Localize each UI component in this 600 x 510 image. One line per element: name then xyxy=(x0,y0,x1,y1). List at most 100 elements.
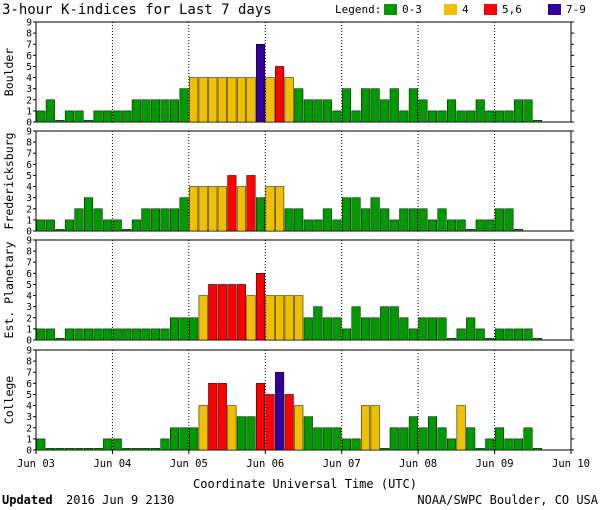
bar xyxy=(141,328,151,341)
y-tick-label: 7 xyxy=(26,40,32,51)
bar xyxy=(322,427,332,451)
bar xyxy=(217,383,227,451)
bar xyxy=(399,208,409,232)
bar xyxy=(131,448,141,451)
bar xyxy=(246,295,256,341)
bar xyxy=(217,186,227,232)
bar xyxy=(45,99,55,123)
bar xyxy=(427,219,438,232)
y-tick-label: 0 xyxy=(26,446,32,457)
bar xyxy=(208,77,218,123)
bar xyxy=(466,427,476,451)
bar xyxy=(236,284,246,341)
bar xyxy=(447,338,457,341)
y-tick-label: 5 xyxy=(26,62,32,73)
bar xyxy=(494,328,504,341)
bar xyxy=(255,197,266,232)
bar xyxy=(265,186,275,232)
bar xyxy=(227,284,237,341)
bar xyxy=(466,110,476,123)
bar xyxy=(131,99,141,123)
y-tick-label: 0 xyxy=(26,118,32,129)
bar xyxy=(485,438,495,451)
bar xyxy=(380,99,390,123)
bar xyxy=(179,197,189,232)
bars-fredericksburg xyxy=(36,175,523,232)
bar xyxy=(255,273,266,341)
bar xyxy=(55,338,65,341)
bar xyxy=(131,328,141,341)
bar xyxy=(494,427,504,451)
bar xyxy=(427,317,438,341)
bar xyxy=(456,110,466,123)
bar xyxy=(36,110,46,123)
bar xyxy=(64,219,74,232)
bar xyxy=(208,383,218,451)
bar xyxy=(170,317,180,341)
y-tick-label: 8 xyxy=(26,138,32,149)
bar xyxy=(112,328,122,341)
bar xyxy=(36,438,46,451)
bar xyxy=(84,328,94,341)
bar xyxy=(131,219,141,232)
bar xyxy=(64,448,74,451)
bar xyxy=(332,317,342,341)
legend: Legend: 0-3 4 5,6 7-9 xyxy=(335,3,586,16)
bar xyxy=(466,229,476,232)
bar xyxy=(141,208,151,232)
y-tick-label: 8 xyxy=(26,29,32,40)
bar xyxy=(437,317,447,341)
bar xyxy=(313,219,323,232)
bar xyxy=(93,448,103,451)
y-tick-label: 3 xyxy=(26,412,32,423)
bar xyxy=(523,427,533,451)
y-tick-label: 0 xyxy=(26,336,32,347)
bar xyxy=(74,208,84,232)
bar xyxy=(160,438,170,451)
y-tick-label: 4 xyxy=(26,401,32,412)
bar xyxy=(74,110,84,123)
bar xyxy=(275,295,285,341)
y-tick-label: 1 xyxy=(26,324,32,335)
bar xyxy=(447,438,457,451)
x-tick-label: Jun 03 xyxy=(17,458,55,470)
bar xyxy=(332,427,342,451)
bar xyxy=(150,208,160,232)
panel-label: Fredericksburg xyxy=(2,133,16,230)
bar xyxy=(437,208,447,232)
chart-title: 3-hour K-indices for Last 7 days xyxy=(2,2,272,18)
y-tick-label: 9 xyxy=(26,18,32,29)
bar xyxy=(361,208,371,232)
bar xyxy=(198,295,208,341)
bar xyxy=(198,77,208,123)
bar xyxy=(170,99,180,123)
legend-swatch-2 xyxy=(484,4,497,15)
bar xyxy=(45,219,55,232)
bar xyxy=(170,427,180,451)
bar xyxy=(284,295,294,341)
y-tick-label: 9 xyxy=(26,346,32,357)
x-tick-label: Jun 07 xyxy=(323,458,361,470)
bar xyxy=(179,427,189,451)
bar xyxy=(255,43,266,123)
bar xyxy=(141,448,151,451)
bar xyxy=(236,416,246,451)
bar xyxy=(217,284,227,341)
bar xyxy=(246,175,256,232)
bar xyxy=(112,219,122,232)
bar xyxy=(427,416,438,451)
bar xyxy=(341,88,352,123)
bar xyxy=(351,110,361,123)
bar xyxy=(370,197,380,232)
bar xyxy=(103,219,113,232)
bar xyxy=(36,219,46,232)
y-tick-label: 1 xyxy=(26,434,32,445)
x-tick-label: Jun 05 xyxy=(170,458,208,470)
bar xyxy=(55,120,65,123)
panel-frame xyxy=(35,349,572,451)
bar xyxy=(322,317,332,341)
bar xyxy=(523,328,533,341)
bar xyxy=(294,208,304,232)
